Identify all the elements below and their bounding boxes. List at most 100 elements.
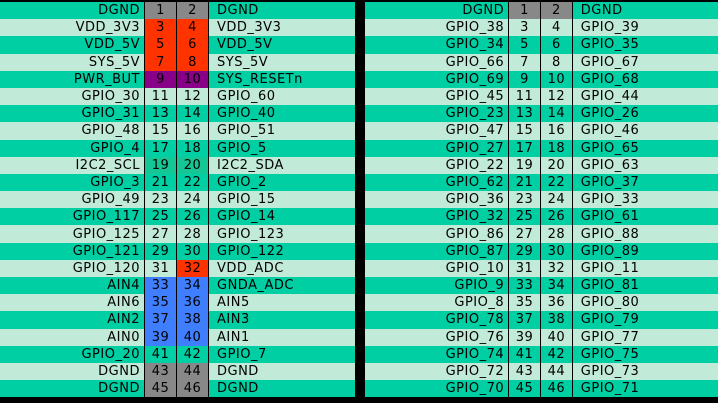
pin-number-even: 38 <box>177 311 208 329</box>
cell-separator <box>176 311 177 329</box>
pin-label-right: AIN3 <box>209 311 355 329</box>
pin-number-odd: 9 <box>509 70 540 88</box>
cell-separator <box>571 294 573 312</box>
cell-separator <box>144 191 145 209</box>
pin-number-odd: 39 <box>509 328 540 346</box>
left-pin-row: GPIO_125 27 28 GPIO_123 <box>0 225 355 243</box>
cell-separator <box>508 208 510 226</box>
pin-number-odd: 15 <box>509 122 540 140</box>
pin-number-odd: 31 <box>145 259 176 277</box>
pin-number-odd: 35 <box>509 294 540 312</box>
pin-number-odd: 11 <box>509 87 540 106</box>
cell-separator <box>571 259 573 277</box>
cell-separator <box>208 173 209 192</box>
right-pin-row: DGND 1 2 DGND <box>365 2 718 20</box>
cell-separator <box>208 208 209 226</box>
pin-label-right: DGND <box>209 362 355 381</box>
pin-number-even: 16 <box>540 122 572 140</box>
left-pin-row: DGND 1 2 DGND <box>0 2 355 20</box>
left-pin-row: DGND 43 44 DGND <box>0 362 355 381</box>
pin-label-left: DGND <box>0 380 144 398</box>
pin-number-odd: 15 <box>145 122 176 140</box>
pin-number-odd: 27 <box>145 225 176 243</box>
pin-number-odd: 31 <box>509 259 540 277</box>
pin-label-left: GPIO_62 <box>365 173 509 192</box>
pin-number-even: 24 <box>177 191 208 209</box>
pin-number-even: 4 <box>177 19 208 37</box>
pin-number-even: 10 <box>540 70 572 88</box>
pin-label-right: GPIO_65 <box>572 139 718 157</box>
pin-label-right: AIN1 <box>209 328 355 346</box>
cell-separator <box>508 36 510 54</box>
pin-number-even: 44 <box>540 362 572 381</box>
left-pin-row: I2C2_SCL 19 20 I2C2_SDA <box>0 156 355 174</box>
pin-label-left: GPIO_32 <box>365 208 509 226</box>
cell-separator <box>144 259 145 277</box>
pin-number-odd: 3 <box>509 19 540 37</box>
right-pin-row: GPIO_23 13 14 GPIO_26 <box>365 105 718 123</box>
pin-number-even: 42 <box>177 345 208 363</box>
pin-number-odd: 1 <box>509 2 540 20</box>
pin-label-right: GPIO_37 <box>572 173 718 192</box>
pin-label-right: GPIO_61 <box>572 208 718 226</box>
left-pin-row: SYS_5V 7 8 SYS_5V <box>0 53 355 71</box>
pin-number-odd: 7 <box>145 53 176 71</box>
cell-separator <box>176 2 177 20</box>
cell-separator <box>176 242 177 260</box>
cell-separator <box>208 311 209 329</box>
right-pin-row: GPIO_8 35 36 GPIO_80 <box>365 294 718 312</box>
cell-separator <box>508 139 510 157</box>
right-pin-row: GPIO_72 43 44 GPIO_73 <box>365 362 718 381</box>
right-pin-row: GPIO_87 29 30 GPIO_89 <box>365 242 718 260</box>
cell-separator <box>508 294 510 312</box>
pin-label-right: GPIO_68 <box>572 70 718 88</box>
pin-number-odd: 45 <box>145 380 176 398</box>
pin-label-right: DGND <box>572 2 718 20</box>
cell-separator <box>208 53 209 71</box>
right-pin-row: GPIO_70 45 46 GPIO_71 <box>365 380 718 398</box>
pin-label-right: GPIO_26 <box>572 105 718 123</box>
pin-number-odd: 17 <box>145 139 176 157</box>
cell-separator <box>176 122 177 140</box>
cell-separator <box>176 156 177 174</box>
pin-number-odd: 5 <box>145 36 176 54</box>
cell-separator <box>571 225 573 243</box>
cell-separator <box>508 2 510 20</box>
cell-separator <box>508 105 510 123</box>
pin-label-right: DGND <box>209 380 355 398</box>
cell-separator <box>508 362 510 381</box>
pin-label-right: DGND <box>209 2 355 20</box>
pin-label-left: GPIO_78 <box>365 311 509 329</box>
pin-number-even: 36 <box>540 294 572 312</box>
left-pin-row: GPIO_30 11 12 GPIO_60 <box>0 87 355 106</box>
cell-separator <box>539 362 541 381</box>
cell-separator <box>176 87 177 106</box>
pin-label-left: GPIO_87 <box>365 242 509 260</box>
cell-separator <box>144 2 145 20</box>
cell-separator <box>571 191 573 209</box>
cell-separator <box>144 345 145 363</box>
pin-number-even: 24 <box>540 191 572 209</box>
right-pin-row: GPIO_47 15 16 GPIO_46 <box>365 122 718 140</box>
right-pin-row: GPIO_76 39 40 GPIO_77 <box>365 328 718 346</box>
pin-label-left: AIN2 <box>0 311 144 329</box>
right-pin-row: GPIO_34 5 6 GPIO_35 <box>365 36 718 54</box>
cell-separator <box>508 225 510 243</box>
cell-separator <box>571 242 573 260</box>
pin-number-even: 2 <box>177 2 208 20</box>
pin-label-left: GPIO_125 <box>0 225 144 243</box>
pin-number-even: 12 <box>177 87 208 106</box>
cell-separator <box>208 225 209 243</box>
pin-label-right: VDD_3V3 <box>209 19 355 37</box>
left-pin-row: GPIO_121 29 30 GPIO_122 <box>0 242 355 260</box>
pin-number-odd: 29 <box>509 242 540 260</box>
left-pin-row: PWR_BUT 9 10 SYS_RESETn <box>0 70 355 88</box>
pin-label-left: GPIO_3 <box>0 173 144 192</box>
pin-number-even: 20 <box>540 156 572 174</box>
pin-label-left: GPIO_10 <box>365 259 509 277</box>
left-pin-row: GPIO_3 21 22 GPIO_2 <box>0 173 355 192</box>
cell-separator <box>144 328 145 346</box>
cell-separator <box>508 173 510 192</box>
pin-label-left: GPIO_76 <box>365 328 509 346</box>
pin-label-left: GPIO_23 <box>365 105 509 123</box>
